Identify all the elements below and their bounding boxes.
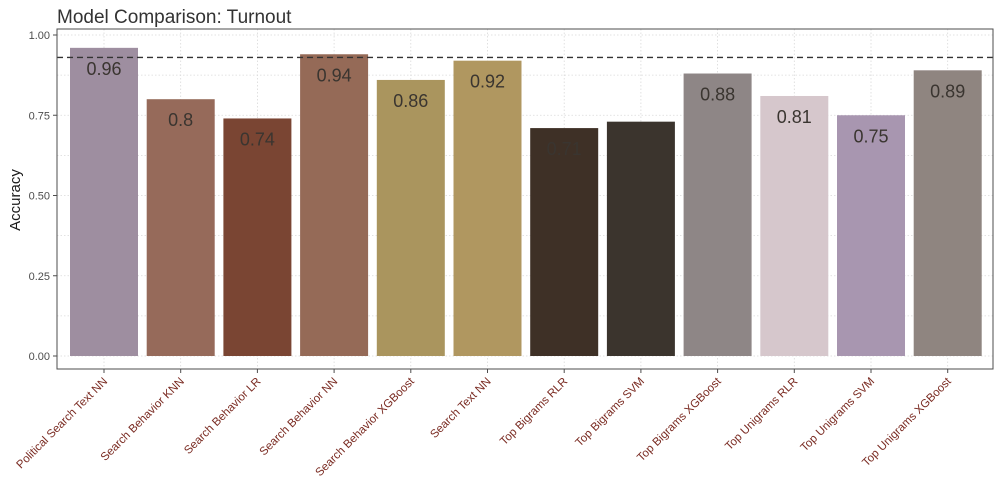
bar [300,54,369,356]
x-tick-label: Search Text NN [428,376,493,441]
y-axis-ticks: 0.00 0.25 0.50 0.75 1.00 [29,30,57,363]
bar-value-label: 0.81 [777,107,812,127]
bar [70,47,138,357]
bar-value-label: 0.74 [240,129,275,149]
bar [453,60,522,357]
bar-value-label: 0.75 [853,126,888,146]
y-tick-label: 1.00 [29,30,50,42]
bar-value-label: 0.86 [393,91,428,111]
y-tick-label: 0.25 [29,271,50,283]
chart-title: Model Comparison: Turnout [57,7,292,28]
x-tick-label: Search Behavior NN [258,376,341,459]
y-tick-label: 0.75 [29,110,50,122]
x-tick-label: Top Unigrams RLR [723,376,800,453]
bar-value-label: 0.71 [547,139,582,159]
y-tick-label: 0.50 [29,191,50,203]
bar [760,95,829,357]
bar [223,118,292,357]
bar-labels: 0.96 0.8 0.74 0.94 0.86 0.92 0.71 0.88 0.81 0.75 0… [86,59,965,159]
x-tick-label: Search Behavior KNN [99,376,187,464]
x-tick-label: Search Behavior LR [182,376,263,457]
bar-value-label: 0.8 [168,110,193,130]
x-tick-label: Top Bigrams SVM [573,376,647,450]
x-tick-label: Political Search Text NN [15,376,111,472]
bar [837,115,905,356]
bar [146,99,215,356]
bar-value-label: 0.96 [86,59,121,79]
bar [530,128,599,356]
plot-panel-border [56,28,994,370]
y-tick-label: 0.00 [29,351,50,363]
x-tick-label: Top Unigrams XGBoost [860,375,954,469]
bar [913,70,982,356]
bar-value-label: 0.94 [317,65,352,85]
x-tick-label: Top Unigrams SVM [799,376,878,455]
y-axis-label: Accuracy [7,169,24,231]
x-tick-label: Top Bigrams RLR [498,376,570,448]
bar [606,121,675,356]
bar-value-label: 0.89 [930,81,965,101]
bars [70,47,982,357]
bar-value-label: 0.92 [470,72,505,92]
x-tick-label: Top Bigrams XGBoost [635,375,724,464]
bar [683,73,752,357]
bar-value-label: 0.88 [700,85,735,105]
bar [376,79,445,356]
